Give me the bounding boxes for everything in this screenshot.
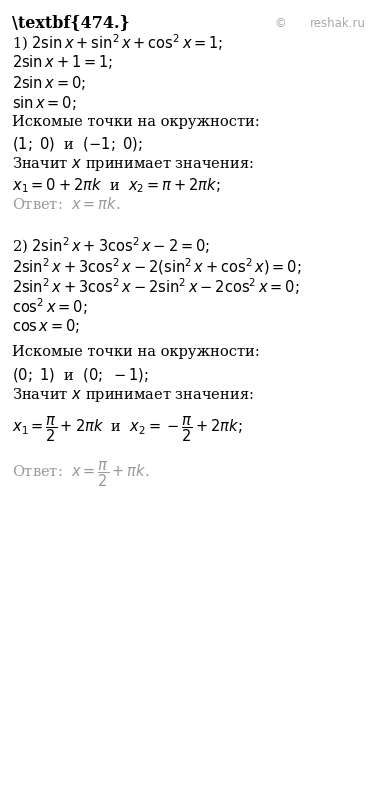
Text: Значит $x$ принимает значения:: Значит $x$ принимает значения:	[12, 386, 253, 404]
Text: $2\sin^2 x + 3\cos^2 x - 2(\sin^2 x + \cos^2 x) = 0;$: $2\sin^2 x + 3\cos^2 x - 2(\sin^2 x + \c…	[12, 256, 301, 276]
Text: $(0;\ 1)$  и  $(0;\ -1);$: $(0;\ 1)$ и $(0;\ -1);$	[12, 366, 148, 384]
Text: Ответ:  $x = \pi k.$: Ответ: $x = \pi k.$	[12, 196, 120, 212]
Text: Искомые точки на окружности:: Искомые точки на окружности:	[12, 345, 259, 360]
Text: $(1;\ 0)$  и  $(-1;\ 0);$: $(1;\ 0)$ и $(-1;\ 0);$	[12, 135, 142, 153]
Text: Значит $x$ принимает значения:: Значит $x$ принимает значения:	[12, 155, 253, 173]
Text: $2\sin x = 0;$: $2\sin x = 0;$	[12, 74, 86, 92]
Text: $x_1 = 0 + 2\pi k$  и  $x_2 = \pi + 2\pi k;$: $x_1 = 0 + 2\pi k$ и $x_2 = \pi + 2\pi k…	[12, 176, 220, 195]
Text: $\sin x = 0;$: $\sin x = 0;$	[12, 94, 76, 112]
Text: \textbf{474.}: \textbf{474.}	[12, 14, 129, 31]
Text: $x_1 = \dfrac{\pi}{2} + 2\pi k$  и  $x_2 = -\dfrac{\pi}{2} + 2\pi k;$: $x_1 = \dfrac{\pi}{2} + 2\pi k$ и $x_2 =…	[12, 414, 242, 444]
Text: Искомые точки на окружности:: Искомые точки на окружности:	[12, 115, 259, 129]
Text: $\cos x = 0;$: $\cos x = 0;$	[12, 317, 80, 335]
Text: Ответ:  $x = \dfrac{\pi}{2} + \pi k.$: Ответ: $x = \dfrac{\pi}{2} + \pi k.$	[12, 459, 149, 489]
Text: $2\sin^2 x + 3\cos^2 x - 2\sin^2 x - 2\cos^2 x = 0;$: $2\sin^2 x + 3\cos^2 x - 2\sin^2 x - 2\c…	[12, 276, 299, 297]
Text: $\cos^2 x = 0;$: $\cos^2 x = 0;$	[12, 297, 87, 317]
Text: ©: ©	[275, 17, 286, 31]
Text: 2) $2\sin^2 x + 3\cos^2 x - 2 = 0;$: 2) $2\sin^2 x + 3\cos^2 x - 2 = 0;$	[12, 236, 209, 256]
Text: reshak.ru: reshak.ru	[310, 17, 366, 31]
Text: 1) $2\sin x + \sin^2 x + \cos^2 x = 1;$: 1) $2\sin x + \sin^2 x + \cos^2 x = 1;$	[12, 33, 223, 53]
Text: $2\sin x + 1 = 1;$: $2\sin x + 1 = 1;$	[12, 53, 113, 71]
